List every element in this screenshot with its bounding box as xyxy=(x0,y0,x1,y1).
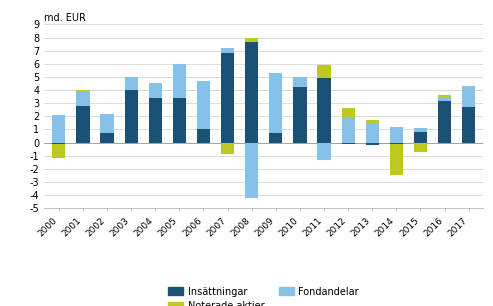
Bar xyxy=(101,133,114,143)
Bar xyxy=(125,90,138,143)
Bar xyxy=(390,143,403,144)
Bar xyxy=(366,143,379,145)
Bar xyxy=(148,84,162,98)
Bar xyxy=(342,118,355,143)
Bar xyxy=(101,143,114,144)
Bar xyxy=(293,77,307,88)
Bar xyxy=(438,95,451,97)
Bar xyxy=(317,65,331,78)
Bar xyxy=(221,53,234,143)
Bar xyxy=(173,143,186,144)
Bar xyxy=(76,106,90,143)
Bar xyxy=(221,143,234,154)
Bar xyxy=(76,90,90,91)
Bar xyxy=(52,143,66,144)
Bar xyxy=(197,129,210,143)
Bar xyxy=(52,115,66,143)
Bar xyxy=(245,42,258,143)
Bar xyxy=(390,144,403,175)
Bar xyxy=(462,86,475,107)
Bar xyxy=(173,98,186,143)
Bar xyxy=(52,144,66,158)
Bar xyxy=(173,64,186,98)
Legend: Insättningar, Noterade aktier, Fondandelar: Insättningar, Noterade aktier, Fondandel… xyxy=(165,283,363,306)
Bar xyxy=(76,91,90,106)
Bar xyxy=(221,48,234,53)
Bar xyxy=(366,120,379,123)
Bar xyxy=(462,107,475,143)
Bar xyxy=(197,81,210,129)
Text: md. EUR: md. EUR xyxy=(44,13,86,23)
Bar xyxy=(438,101,451,143)
Bar xyxy=(245,143,258,198)
Bar xyxy=(293,88,307,143)
Bar xyxy=(317,78,331,143)
Bar xyxy=(414,132,427,143)
Bar xyxy=(438,97,451,101)
Bar xyxy=(342,108,355,118)
Bar xyxy=(148,98,162,143)
Bar xyxy=(390,127,403,143)
Bar xyxy=(366,123,379,143)
Bar xyxy=(269,133,282,143)
Bar xyxy=(101,114,114,133)
Bar xyxy=(125,77,138,90)
Bar xyxy=(414,128,427,132)
Bar xyxy=(414,143,427,152)
Bar xyxy=(342,143,355,144)
Bar xyxy=(269,73,282,133)
Bar xyxy=(245,38,258,42)
Bar xyxy=(317,143,331,159)
